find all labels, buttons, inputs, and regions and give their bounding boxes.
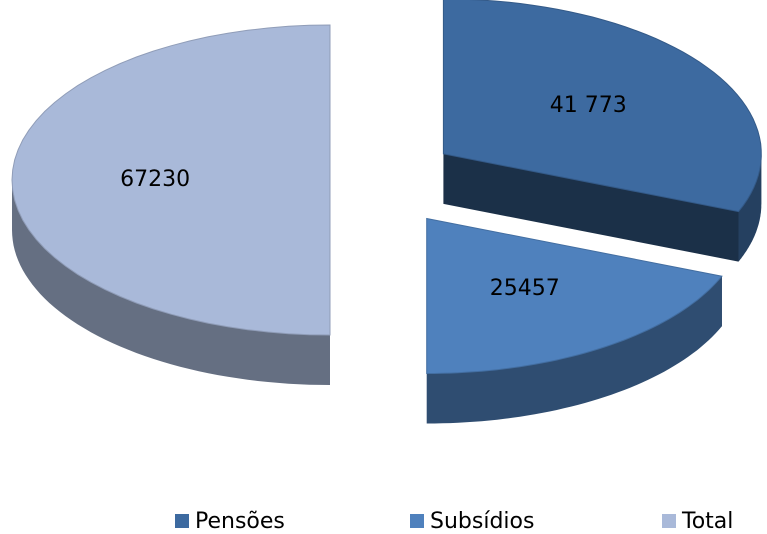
data-label: 25457 [490,276,560,301]
slice-side [12,180,330,385]
slice [442,0,762,213]
data-label: 67230 [120,167,190,192]
slice [426,217,723,374]
data-label: 41 773 [550,93,627,118]
slice-side [426,276,722,424]
slice [11,24,331,336]
slice-wall [443,153,739,262]
legend-swatch [410,514,424,528]
legend-label: Pensões [195,509,285,534]
legend-label: Total [681,509,733,534]
legend-swatch [662,514,676,528]
legend-label: Subsídios [430,509,534,534]
legend-swatch [175,514,189,528]
slice-side [738,153,762,262]
